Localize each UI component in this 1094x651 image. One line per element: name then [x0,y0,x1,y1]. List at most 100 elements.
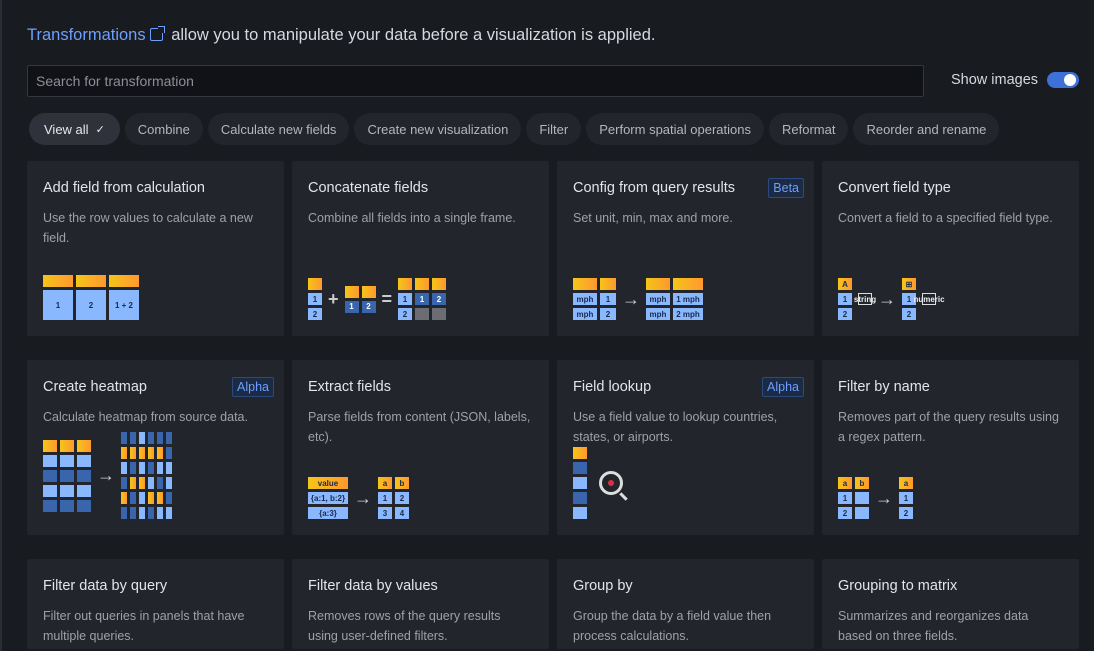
illustration-cell: {a:1, b:2} [308,492,348,504]
illustration-cell [43,469,57,482]
illustration-cell [855,492,869,504]
illustration-table [121,432,172,519]
chip-filter[interactable]: Filter [526,113,582,145]
card-title: Field lookup [573,379,652,395]
illustration-cell [157,492,163,504]
transformation-card[interactable]: Group by Group the data by a field value … [557,559,814,649]
illustration-column [166,432,172,519]
illustration-cell [148,492,154,504]
transformation-card[interactable]: Concatenate fields Combine all fields int… [292,161,549,336]
illustration-column: A 1 2 [838,278,852,320]
illustration-cell [77,439,91,452]
illustration-cell: b [855,477,869,489]
transformation-card[interactable]: Filter by name Removes part of the query … [822,360,1079,535]
chip-label: Calculate new fields [220,121,337,137]
chip-label: Combine [137,121,190,137]
chip-perform-spatial-operations[interactable]: Perform spatial operations [586,113,764,145]
card-title: Create heatmap [43,379,147,395]
chip-create-new-visualization[interactable]: Create new visualization [354,113,522,145]
card-description: Use the row values to calculate a new fi… [43,211,253,245]
illustration-cell: 4 [395,507,409,519]
illustration-cell: 2 [398,308,413,320]
illustration-cell [77,499,91,512]
card-title: Filter data by values [308,578,438,594]
card-description: Combine all fields into a single frame. [308,211,516,225]
illustration-column: 2 [432,278,447,320]
transformation-cards: Add field from calculation Use the row va… [27,161,1079,649]
illustration-cell: mph [573,308,597,320]
show-images-toggle[interactable] [1047,72,1080,88]
illustration-cell: ⊞ [902,278,916,290]
illustration-cell [130,432,136,444]
operator-icon: + [328,288,339,309]
arrow-icon: → [878,288,896,309]
illustration-cell: A [838,278,852,290]
illustration-cell [139,507,145,519]
illustration-cell [361,285,376,298]
illustration-cell: 2 [838,507,852,519]
illustration-cell [855,507,869,519]
illustration-cell: a [838,477,852,489]
illustration-table: mph mph 1 2 [573,278,616,320]
illustration-cell [157,447,163,459]
transformation-card[interactable]: Filter data by query Filter out queries i… [27,559,284,649]
transformation-card[interactable]: Config from query results Set unit, min, … [557,161,814,336]
illustration-cell: mph [573,293,597,305]
illustration-table: A 1 2 [838,278,852,320]
transformations-link[interactable]: Transformations [27,26,146,44]
illustration-cell: 2 [838,308,852,320]
illustration-cell: 2 [902,308,916,320]
illustration-column: 1 [344,285,359,313]
illustration-column: 1 [43,275,73,320]
chip-label: Create new visualization [367,121,509,137]
illustration-column [139,432,145,519]
external-link-icon[interactable] [149,26,165,41]
illustration-cell [139,492,145,504]
transformation-card[interactable]: Extract fields Parse fields from content … [292,360,549,535]
chip-reorder-and-rename[interactable]: Reorder and rename [853,113,1000,145]
illustration-column: 2 [76,275,106,320]
illustration-cell [166,492,172,504]
illustration-cell [43,439,57,452]
illustration-column [157,432,163,519]
status-badge: Alpha [762,377,804,397]
illustration-column [573,447,587,519]
chip-view-all[interactable]: View all ✓ [29,113,120,145]
transformation-card[interactable]: Create heatmap Calculate heatmap from sou… [27,360,284,535]
illustration-cell: 1 + 2 [109,290,139,320]
illustration-cell [60,469,74,482]
illustration-cell [148,507,154,519]
card-title: Grouping to matrix [838,578,958,594]
illustration-column [60,439,74,512]
illustration-cell: value [308,477,348,489]
search-input[interactable] [27,65,924,97]
illustration-cell [166,477,172,489]
chip-combine[interactable]: Combine [124,113,203,145]
illustration-cell: 3 [378,507,392,519]
illustration-cell: a [899,477,913,489]
illustration-column: a 1 3 [378,477,392,519]
status-badge: Alpha [232,377,274,397]
illustration-cell [109,275,139,287]
chip-reformat[interactable]: Reformat [768,113,849,145]
chip-calculate-new-fields[interactable]: Calculate new fields [207,113,350,145]
illustration-cell [157,507,163,519]
illustration-cell: 2 mph [673,308,703,320]
illustration-cell: 1 [838,293,852,305]
card-description: Calculate heatmap from source data. [43,410,248,424]
check-icon: ✓ [95,123,105,136]
card-title: Filter by name [838,379,930,395]
illustration-cell: 1 [902,293,916,305]
card-title: Group by [573,578,633,594]
transformation-card[interactable]: Convert field type Convert a field to a s… [822,161,1079,336]
illustration-cell [139,447,145,459]
transformation-card[interactable]: Field lookup Use a field value to lookup … [557,360,814,535]
illustration-column [43,439,57,512]
transformation-card[interactable]: Grouping to matrix Summarizes and reorgan… [822,559,1079,649]
illustration-cell: 1 [43,290,73,320]
transformation-card[interactable]: Add field from calculation Use the row va… [27,161,284,336]
chip-label: Reorder and rename [866,121,987,137]
illustration-cell [432,308,447,320]
transformation-card[interactable]: Filter data by values Removes rows of the… [292,559,549,649]
